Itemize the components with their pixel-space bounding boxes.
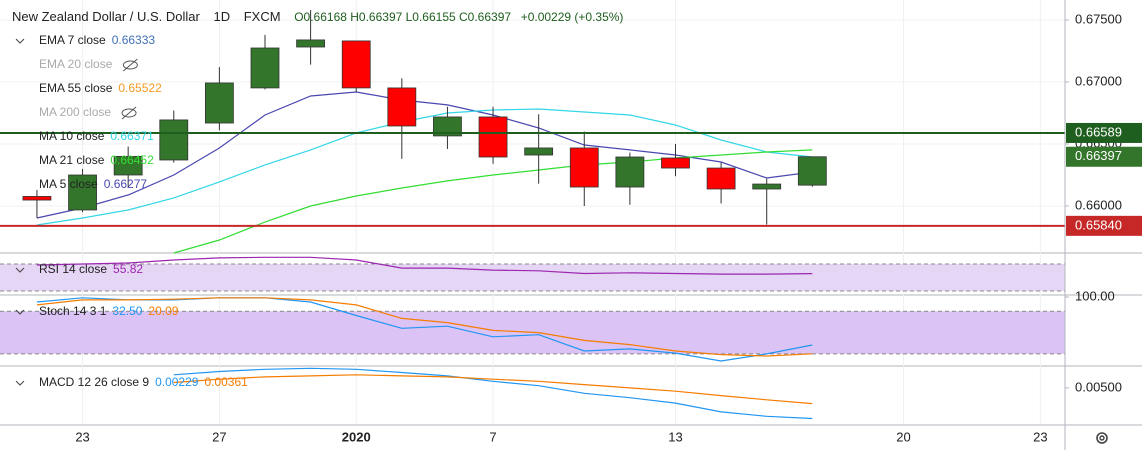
legend-entry: MA 5 close 0.66277 — [39, 177, 147, 191]
y-tick-label: 0.66000 — [1075, 197, 1122, 212]
price-tag-label: 0.66589 — [1075, 124, 1122, 139]
candle-body — [569, 147, 599, 188]
legend-value: 0.65522 — [118, 81, 162, 95]
symbol-title: New Zealand Dollar / U.S. Dollar — [12, 9, 201, 24]
band-fill — [0, 264, 1065, 292]
candle-body — [661, 157, 690, 169]
legend-label: MA 21 close — [39, 153, 105, 167]
plot — [0, 10, 1065, 420]
y-tick-label: 0.00500 — [1075, 379, 1122, 394]
legend-entry: MA 200 close — [39, 105, 111, 119]
legend-entry: EMA 20 close — [39, 57, 113, 71]
candle-body — [706, 167, 736, 190]
collapse-button[interactable] — [15, 267, 25, 273]
pane-legend-label: RSI 14 close — [39, 262, 107, 276]
candle-body — [341, 40, 371, 89]
candle-body — [113, 155, 143, 176]
pane-legend: RSI 14 close 55.82 — [39, 262, 143, 276]
legend-value: 0.66452 — [110, 153, 154, 167]
indicator-line — [36, 297, 813, 357]
interval: 1D — [213, 9, 230, 24]
ohlc: O0.66168 H0.66397 L0.66155 C0.66397 — [294, 10, 511, 24]
legend-entry: MA 21 close 0.66452 — [39, 153, 154, 167]
price-tag — [1066, 146, 1142, 167]
pane-legend: Stoch 14 3 1 32.50 20.09 — [39, 304, 179, 318]
legend-entry: EMA 55 close 0.65522 — [39, 81, 162, 95]
legend-label: MA 5 close — [39, 177, 98, 191]
hidden-icon-slash — [121, 106, 137, 120]
candle-body — [524, 147, 554, 156]
legend-value: 0.66333 — [112, 33, 156, 47]
candle-body — [387, 87, 417, 127]
hidden-icon[interactable] — [122, 60, 138, 70]
candle-body — [22, 196, 52, 201]
legend-entry: MA 10 close 0.66371 — [39, 129, 154, 143]
x-tick-label: 2020 — [342, 429, 371, 444]
gear-ring — [1096, 432, 1108, 444]
indicator-line — [173, 149, 813, 254]
x-tick-label: 23 — [1033, 429, 1047, 444]
indicator-line — [173, 367, 813, 420]
y-tick-label: 0.67500 — [1075, 11, 1122, 26]
candle-body — [433, 116, 462, 137]
pane-legend: MACD 12 26 close 9 0.00229 0.00361 — [39, 375, 248, 389]
source: FXCM — [244, 9, 281, 24]
indicator-line — [173, 374, 813, 405]
collapse-button[interactable] — [15, 380, 25, 386]
x-tick-label: 27 — [212, 429, 226, 444]
pane-legend-value: 20.09 — [148, 304, 178, 318]
y-tick-label: 100.00 — [1075, 288, 1115, 303]
legend-value: 0.66371 — [110, 129, 154, 143]
legend-label: MA 200 close — [39, 105, 111, 119]
candle-body — [797, 156, 827, 186]
legend-label: EMA 7 close — [39, 33, 106, 47]
pane-legend-label: Stoch 14 3 1 — [39, 304, 107, 318]
legend-label: EMA 55 close — [39, 81, 113, 95]
x-tick-label: 20 — [896, 429, 910, 444]
x-tick-label: 7 — [489, 429, 496, 444]
pane-legend-value: 0.00361 — [204, 375, 248, 389]
candle-body — [296, 39, 326, 48]
legend-label: MA 10 close — [39, 129, 105, 143]
legend-value: 0.66277 — [104, 177, 148, 191]
candle-body — [204, 82, 234, 124]
price-tag-label: 0.66397 — [1075, 148, 1122, 163]
pane-legend-value: 0.00229 — [155, 375, 199, 389]
grid — [0, 0, 1142, 425]
change: +0.00229 (+0.35%) — [521, 10, 624, 24]
x-tick-label: 13 — [668, 429, 682, 444]
price-tag — [1066, 215, 1142, 236]
settings-button[interactable] — [1096, 432, 1108, 444]
hidden-icon[interactable] — [121, 108, 137, 118]
candle-body — [68, 174, 97, 211]
candle-body — [615, 156, 645, 188]
pane-legend-label: MACD 12 26 close 9 — [39, 375, 149, 389]
collapse-button[interactable] — [15, 38, 25, 44]
legend-label: EMA 20 close — [39, 57, 113, 71]
candle-body — [478, 116, 508, 158]
collapse-button[interactable] — [15, 309, 25, 315]
indicator-line — [36, 91, 813, 219]
gear-hub — [1099, 435, 1105, 441]
x-tick-label: 23 — [75, 429, 89, 444]
indicator-line — [36, 108, 813, 226]
indicator-line — [36, 256, 813, 275]
pane-legend-value: 32.50 — [112, 304, 142, 318]
symbol-header: New Zealand Dollar / U.S. Dollar 1D FXCM… — [12, 9, 623, 24]
candle-body — [752, 183, 782, 190]
price-tag-label: 0.65840 — [1075, 217, 1122, 232]
y-tick-label: 0.67000 — [1075, 73, 1122, 88]
legend-entry: EMA 7 close 0.66333 — [39, 33, 155, 47]
hidden-icon-slash — [123, 58, 138, 72]
price-tag — [1066, 122, 1142, 143]
candle-body — [159, 119, 189, 161]
pane-legend-value: 55.82 — [113, 262, 143, 276]
overlay: 0.675000.670000.665000.66000232720207132… — [15, 11, 1142, 444]
candle-body — [250, 47, 280, 89]
